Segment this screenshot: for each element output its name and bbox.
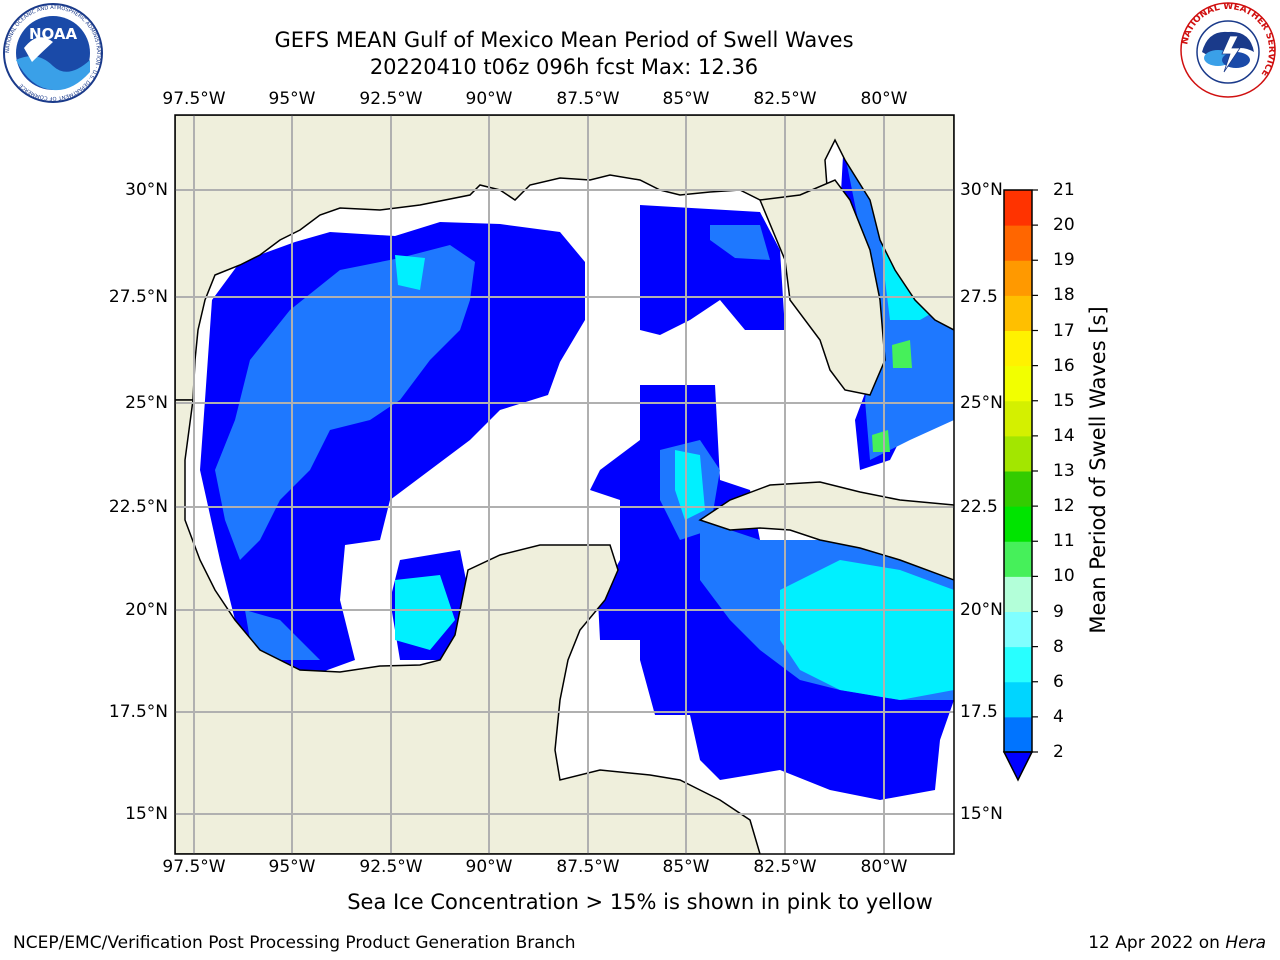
lat-tick-left: 25°N bbox=[125, 393, 168, 413]
colorbar-tick-label: 13 bbox=[1053, 461, 1075, 481]
lon-tick-bottom: 85°W bbox=[662, 857, 710, 877]
colorbar-tick-label: 14 bbox=[1053, 425, 1075, 446]
colorbar-tick-label: 18 bbox=[1053, 285, 1075, 306]
lon-tick-top: 87.5°W bbox=[556, 89, 620, 109]
colorbar-segment bbox=[1004, 681, 1032, 718]
swell-field-mid bbox=[245, 610, 320, 660]
swell-field-high bbox=[395, 575, 455, 650]
colorbar-title: Mean Period of Swell Waves [s] bbox=[1086, 306, 1110, 634]
lat-tick-left: 15°N bbox=[125, 804, 168, 824]
colorbar-tick-label: 17 bbox=[1053, 320, 1075, 341]
colorbar-segment bbox=[1004, 435, 1032, 472]
colorbar-tick-label: 2 bbox=[1053, 742, 1064, 762]
colorbar-under-extension bbox=[1002, 751, 1034, 782]
swell-field-peak bbox=[892, 340, 912, 368]
colorbar-tick-label: 6 bbox=[1053, 671, 1064, 692]
lat-tick-right: 30°N bbox=[960, 180, 1003, 200]
footer-org: NCEP/EMC/Verification Post Processing Pr… bbox=[13, 933, 576, 953]
colorbar-segment bbox=[1004, 471, 1032, 507]
lon-tick-bottom: 87.5°W bbox=[556, 857, 620, 877]
colorbar-tick-label: 12 bbox=[1053, 496, 1075, 517]
map-frame bbox=[174, 114, 955, 855]
lat-tick-left: 17.5°N bbox=[108, 702, 168, 722]
sea-ice-note: Sea Ice Concentration > 15% is shown in … bbox=[347, 890, 933, 914]
colorbar-segment bbox=[1004, 225, 1032, 261]
swell-field-mid bbox=[710, 225, 770, 260]
colorbar-tick-label: 11 bbox=[1053, 531, 1075, 552]
colorbar-tick-label: 16 bbox=[1053, 355, 1075, 376]
lat-tick-left: 30°N bbox=[125, 180, 168, 200]
lat-tick-right: 17.5 bbox=[960, 702, 998, 722]
lat-tick-right: 25°N bbox=[960, 393, 1003, 413]
nws-logo: NATIONAL WEATHER SERVICE bbox=[1180, 2, 1276, 98]
lon-tick-top: 90°W bbox=[465, 89, 513, 109]
map-area bbox=[175, 115, 954, 854]
colorbar-segment bbox=[1004, 506, 1032, 542]
lon-tick-bottom: 97.5°W bbox=[162, 857, 226, 877]
swell-field-high bbox=[675, 450, 705, 520]
lon-tick-top: 92.5°W bbox=[359, 89, 423, 109]
colorbar-tick-label: 21 bbox=[1053, 180, 1075, 200]
land-florida bbox=[758, 179, 886, 396]
lon-tick-bottom: 92.5°W bbox=[359, 857, 423, 877]
land-mexico bbox=[175, 399, 761, 854]
footer-date-text: 12 Apr 2022 on bbox=[1088, 933, 1226, 953]
noaa-logo: NOAA NATIONAL OCEANIC AND ATMOSPHERIC AD… bbox=[3, 3, 103, 103]
colorbar-segment bbox=[1004, 646, 1032, 683]
footer-date: 12 Apr 2022 on Hera bbox=[1088, 933, 1266, 953]
colorbar-segment bbox=[1004, 611, 1032, 648]
colorbar-tick-label: 19 bbox=[1053, 250, 1075, 271]
noaa-logo-text: NOAA bbox=[29, 25, 78, 43]
map-subtitle: 20220410 t06z 096h fcst Max: 12.36 bbox=[369, 55, 759, 79]
lat-tick-left: 27.5°N bbox=[108, 287, 168, 307]
colorbar-tick-label: 4 bbox=[1053, 706, 1064, 727]
colorbar-segment bbox=[1004, 330, 1032, 367]
graticule bbox=[175, 115, 954, 854]
colorbar-segment bbox=[1004, 716, 1032, 753]
colorbar-segment bbox=[1004, 260, 1032, 296]
lat-tick-right: 20°N bbox=[960, 600, 1003, 620]
lat-tick-right: 27.5 bbox=[960, 287, 998, 307]
lon-tick-top: 80°W bbox=[860, 89, 908, 109]
colorbar-segment bbox=[1004, 295, 1032, 331]
colorbar-tick-label: 20 bbox=[1053, 215, 1075, 236]
lon-tick-top: 85°W bbox=[662, 89, 710, 109]
colorbar-segment bbox=[1004, 365, 1032, 402]
lon-tick-top: 95°W bbox=[268, 89, 316, 109]
colorbar-segment bbox=[1004, 541, 1032, 577]
swell-field-high bbox=[395, 255, 425, 290]
colorbar-segment bbox=[1004, 190, 1032, 226]
lon-tick-bottom: 82.5°W bbox=[753, 857, 817, 877]
colorbar-tick-label: 10 bbox=[1053, 566, 1075, 587]
lon-tick-bottom: 80°W bbox=[860, 857, 908, 877]
colorbar-tick-label: 9 bbox=[1053, 601, 1064, 622]
swell-field-peak bbox=[872, 430, 890, 452]
land-usa bbox=[175, 115, 954, 401]
colorbar-segment bbox=[1004, 576, 1032, 612]
colorbar-tick-label: 8 bbox=[1053, 636, 1064, 657]
lon-tick-bottom: 90°W bbox=[465, 857, 513, 877]
lat-tick-left: 22.5°N bbox=[108, 497, 168, 517]
colorbar-tick-label: 15 bbox=[1053, 390, 1075, 411]
lon-tick-top: 82.5°W bbox=[753, 89, 817, 109]
lat-tick-right: 15°N bbox=[960, 804, 1003, 824]
colorbar-segment bbox=[1004, 400, 1032, 437]
lat-tick-right: 22.5 bbox=[960, 497, 998, 517]
lat-tick-left: 20°N bbox=[125, 600, 168, 620]
lon-tick-top: 97.5°W bbox=[162, 89, 226, 109]
swell-field-high bbox=[780, 560, 954, 700]
lon-tick-bottom: 95°W bbox=[268, 857, 316, 877]
map-title: GEFS MEAN Gulf of Mexico Mean Period of … bbox=[274, 28, 854, 52]
colorbar bbox=[1002, 189, 1038, 782]
footer-host: Hera bbox=[1225, 933, 1266, 953]
